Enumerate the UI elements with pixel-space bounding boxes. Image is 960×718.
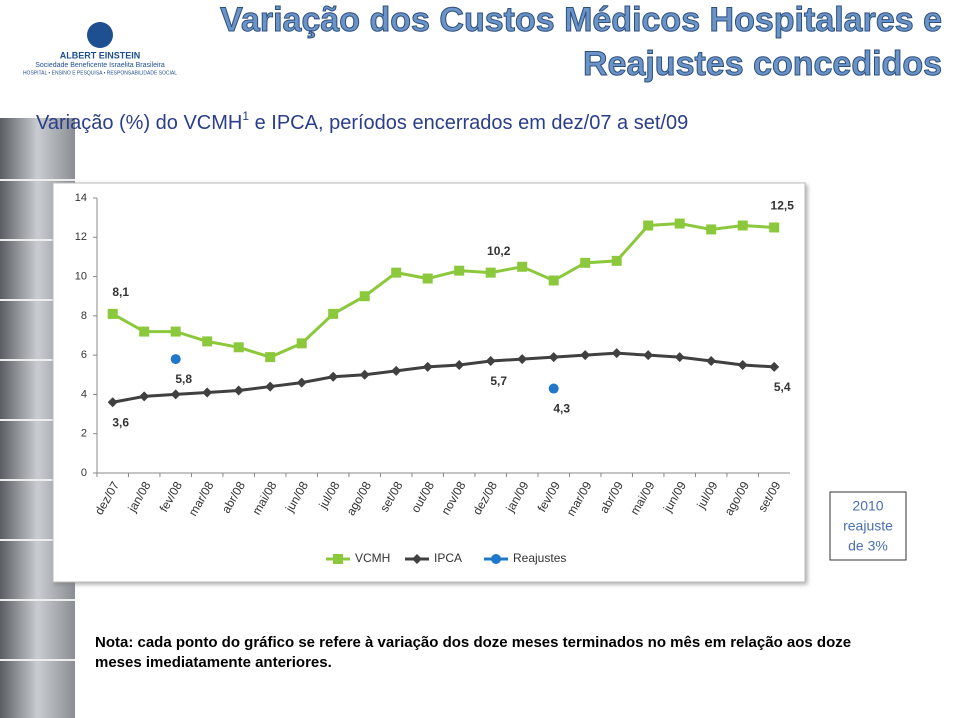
y-tick-label: 8: [81, 310, 87, 322]
marker: [454, 265, 465, 276]
side-box-text: reajuste: [843, 518, 893, 534]
marker: [265, 381, 276, 392]
logo-tagline: HOSPITAL • ENSINO E PESQUISA • RESPONSAB…: [23, 70, 177, 76]
marker: [412, 554, 422, 564]
marker: [170, 389, 181, 400]
marker: [422, 273, 433, 284]
data-label: 4,3: [553, 402, 570, 416]
marker: [548, 275, 559, 286]
marker: [643, 220, 654, 231]
logo-icon: [87, 22, 113, 48]
subtitle-main: Variação (%) do VCMH: [36, 112, 242, 134]
note: Nota: cada ponto do gráfico se refere à …: [95, 634, 851, 651]
series-line: [111, 222, 775, 359]
marker: [737, 359, 748, 370]
side-box-text: 2010: [852, 498, 883, 514]
marker: [706, 356, 717, 367]
marker: [296, 338, 307, 349]
marker: [580, 257, 591, 268]
marker: [485, 356, 496, 367]
y-tick-label: 12: [75, 231, 87, 243]
marker: [517, 261, 528, 272]
marker: [328, 371, 339, 382]
marker: [139, 391, 150, 402]
marker: [580, 350, 591, 361]
marker: [107, 397, 118, 408]
data-label: 12,5: [771, 199, 795, 213]
marker: [611, 348, 622, 359]
data-label: 5,7: [490, 374, 507, 388]
marker: [706, 224, 717, 235]
marker: [454, 359, 465, 370]
logo-name: ALBERT EINSTEIN: [60, 50, 141, 60]
marker: [233, 385, 244, 396]
marker: [391, 267, 402, 278]
marker: [139, 326, 150, 337]
logo-subtitle: Sociedade Beneficente Israelita Brasilei…: [35, 62, 165, 69]
legend-label: VCMH: [355, 551, 390, 565]
marker: [548, 383, 559, 394]
data-label: 5,4: [774, 380, 791, 394]
marker: [296, 377, 307, 388]
side-box: [829, 491, 907, 561]
marker: [643, 350, 654, 361]
y-tick-label: 4: [81, 388, 87, 400]
y-tick-label: 10: [75, 270, 87, 282]
note: meses imediatamente anteriores.: [95, 654, 332, 671]
marker: [333, 554, 343, 564]
marker: [202, 387, 213, 398]
legend-label: IPCA: [434, 551, 462, 565]
marker: [485, 267, 496, 278]
marker: [422, 361, 433, 372]
marker: [611, 255, 622, 266]
y-tick-label: 2: [81, 428, 87, 440]
marker: [737, 220, 748, 231]
marker: [265, 352, 276, 363]
y-tick-label: 0: [81, 467, 87, 479]
page-title: Reajustes concedidos: [583, 45, 942, 83]
data-label: 3,6: [112, 415, 129, 429]
marker: [491, 554, 501, 564]
marker: [107, 308, 118, 319]
chart-frame: [52, 182, 806, 583]
data-label: 5,8: [175, 372, 192, 386]
marker: [233, 342, 244, 353]
marker: [359, 369, 370, 380]
side-box-text: de 3%: [848, 538, 888, 554]
marker: [170, 354, 181, 365]
marker: [548, 352, 559, 363]
subtitle-rest: e IPCA, períodos encerrados em dez/07 a …: [249, 112, 688, 134]
marker: [517, 354, 528, 365]
data-label: 10,2: [487, 244, 511, 258]
series-line: [112, 351, 775, 404]
marker: [769, 222, 780, 233]
marker: [391, 365, 402, 376]
page-title: Variação dos Custos Médicos Hospitalares…: [220, 1, 942, 39]
y-tick-label: 6: [81, 349, 87, 361]
marker: [328, 308, 339, 319]
marker: [674, 352, 685, 363]
chart-subtitle: Variação (%) do VCMH1 e IPCA, períodos e…: [36, 109, 688, 134]
subtitle-superscript: 1: [242, 109, 249, 123]
data-label: 8,1: [112, 285, 129, 299]
marker: [170, 326, 181, 337]
marker: [202, 336, 213, 347]
y-tick-label: 14: [75, 192, 87, 204]
legend-label: Reajustes: [513, 551, 566, 565]
marker: [769, 361, 780, 372]
marker: [674, 218, 685, 229]
marker: [359, 291, 370, 302]
